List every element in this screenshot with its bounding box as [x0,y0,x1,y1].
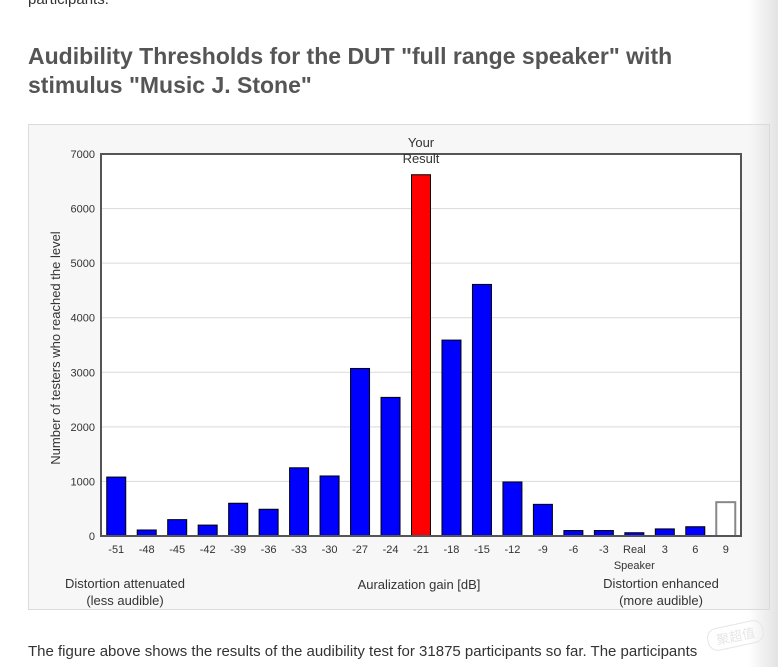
bar [654,528,675,537]
y-tick-labels: 0 1000 2000 3000 4000 5000 6000 7000 [71,149,95,543]
bar [350,367,371,537]
y-tick-label: 2000 [71,422,95,434]
x-tick-label: -51 [108,544,124,556]
x-tick-label: -24 [383,544,399,556]
y-tick-label: 4000 [71,313,95,325]
note-left-line: Distortion attenuated [65,576,185,591]
x-tick-label: 6 [692,544,698,556]
right-edge-shadow [748,0,778,667]
x-tick-label: -33 [291,544,307,556]
y-tick-label: 0 [89,531,95,543]
bar [441,339,462,537]
previous-paragraph-tail: participants. [28,0,109,8]
x-tick-label: -15 [474,544,490,556]
y-tick-label: 6000 [71,204,95,216]
note-left-line: (less audible) [86,593,163,608]
y-axis-label: Number of testers who reached the level [48,231,63,465]
bar [471,283,492,537]
body-paragraph: The figure above shows the results of th… [28,643,698,660]
x-axis-label: Auralization gain [dB] [358,577,481,592]
bars [106,174,737,537]
y-tick-label: 3000 [71,367,95,379]
x-tick-label: -42 [200,544,216,556]
bar [106,476,127,537]
x-tick-label: -36 [261,544,277,556]
x-tick-label: 3 [662,544,668,556]
right-note: Distortion enhanced (more audible) [603,576,719,608]
y-tick-label: 7000 [71,149,95,161]
x-tick-label: -9 [538,544,548,556]
x-tick-label: -39 [230,544,246,556]
x-tick-labels: -51 -48 -45 -42 -39 -36 -33 -30 -27 -24 -21 -18 -15-… [108,544,729,572]
x-tick-label: -30 [322,544,338,556]
y-tick-label: 1000 [71,476,95,488]
bar [319,475,340,537]
bar-chart: 0 1000 2000 3000 4000 5000 6000 7000 -51 -48 -45 -… [48,135,742,608]
highlight-label-line: Result [403,151,440,166]
bar [167,519,188,537]
x-tick-label: -3 [599,544,609,556]
bar [228,502,249,537]
x-tick-label: 9 [723,544,729,556]
y-tick-label: 5000 [71,258,95,270]
note-right-line: (more audible) [619,593,703,608]
left-note: Distortion attenuated (less audible) [65,576,185,608]
bar [380,396,401,537]
x-tick-label: -48 [139,544,155,556]
plot-frame [100,153,742,537]
x-tick-label: Speaker [614,560,655,572]
x-tick-label: -21 [413,544,429,556]
chart-panel: 0 1000 2000 3000 4000 5000 6000 7000 -51 -48 -45 -… [28,124,770,610]
bar [197,524,218,537]
bar [411,174,431,537]
x-tick-label: -45 [169,544,185,556]
x-tick-label: -27 [352,544,368,556]
bar [685,526,706,537]
x-tick-label: -12 [504,544,520,556]
bar [502,481,523,537]
note-right-line: Distortion enhanced [603,576,719,591]
x-tick-label: -18 [444,544,460,556]
bar [715,501,737,537]
highlight-label-line: Your [408,135,435,150]
bar [258,508,279,537]
bar [289,467,310,537]
page-title: Audibility Thresholds for the DUT "full … [28,43,673,98]
x-tick-label: Real [623,544,646,556]
x-tick-label: -6 [568,544,578,556]
bar [532,503,553,537]
